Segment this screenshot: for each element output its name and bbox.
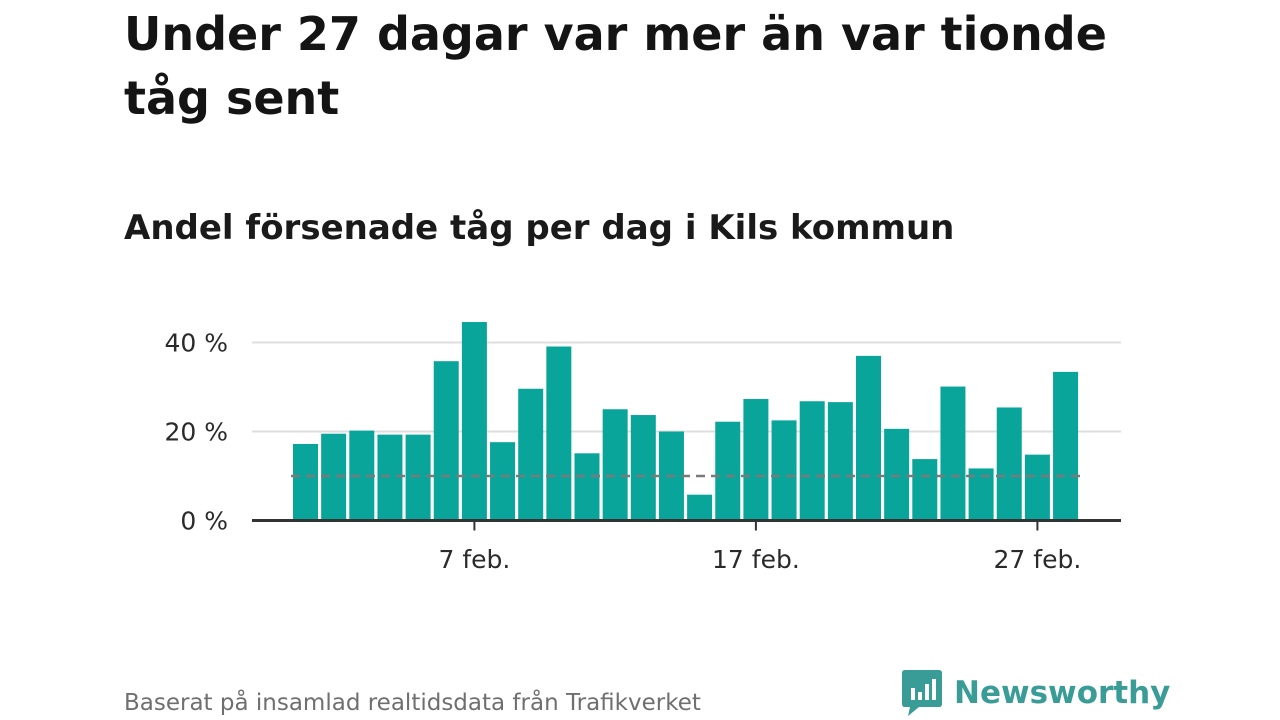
bar bbox=[940, 386, 966, 521]
bar bbox=[602, 409, 628, 521]
x-tick-label: 17 feb. bbox=[712, 545, 800, 574]
bar bbox=[433, 361, 459, 521]
bar bbox=[827, 402, 853, 521]
source-note: Baserat på insamlad realtidsdata från Tr… bbox=[124, 690, 701, 716]
grid-lines bbox=[252, 341, 1121, 433]
bar bbox=[743, 399, 769, 521]
bars bbox=[293, 322, 1079, 521]
newsworthy-logo-icon bbox=[902, 670, 942, 716]
bar bbox=[518, 388, 544, 521]
y-tick-label: 0 % bbox=[180, 507, 228, 536]
bar bbox=[715, 421, 741, 521]
bar bbox=[1024, 454, 1050, 521]
chart-subtitle: Andel försenade tåg per dag i Kils kommu… bbox=[124, 208, 955, 248]
brand-name: Newsworthy bbox=[954, 675, 1171, 711]
bar bbox=[546, 346, 572, 521]
y-tick-label: 20 % bbox=[164, 418, 228, 447]
brand[interactable]: Newsworthy bbox=[902, 670, 1170, 716]
x-tick-label: 27 feb. bbox=[994, 545, 1082, 574]
bar bbox=[799, 401, 825, 521]
x-tick-label: 7 feb. bbox=[438, 545, 510, 574]
bar bbox=[856, 355, 881, 521]
bar bbox=[996, 407, 1022, 521]
bar bbox=[630, 415, 656, 521]
bar bbox=[912, 459, 938, 521]
y-tick-label: 40 % bbox=[164, 329, 228, 358]
bar bbox=[1053, 371, 1079, 521]
axes: 0 % 20 % 40 % 7 feb. 17 feb. 27 feb. bbox=[164, 329, 1121, 574]
bar bbox=[771, 420, 797, 521]
bar bbox=[293, 443, 318, 521]
chart-title: Under 27 dagar var mer än var tionde tåg… bbox=[124, 7, 1107, 125]
bar bbox=[405, 434, 431, 521]
bar bbox=[574, 453, 600, 521]
bar bbox=[687, 494, 713, 521]
bar bbox=[490, 442, 516, 521]
bar bbox=[377, 434, 403, 521]
bar bbox=[461, 322, 487, 521]
bar bbox=[884, 428, 910, 521]
